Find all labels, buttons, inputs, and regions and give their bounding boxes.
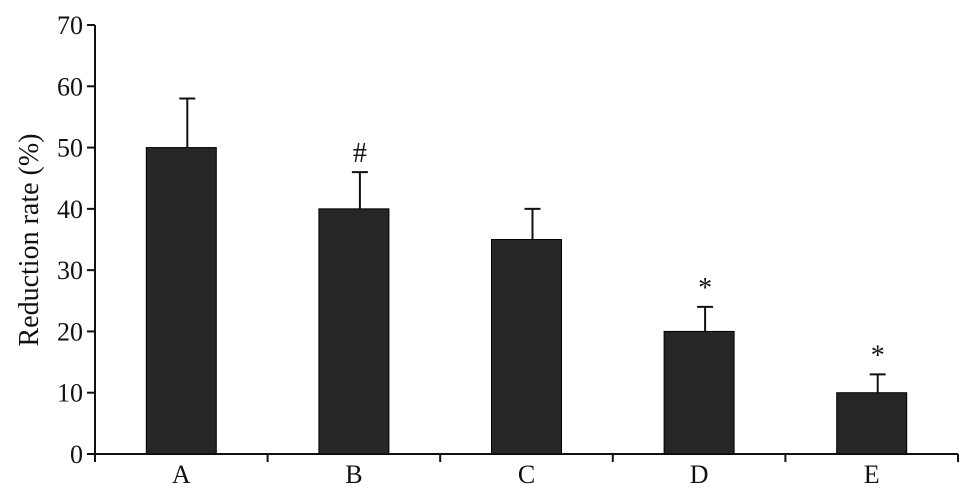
bar-c xyxy=(491,239,562,455)
significance-marker: * xyxy=(871,340,885,371)
bar-a xyxy=(145,147,217,455)
x-axis: A B C D E xyxy=(94,453,959,489)
bar-b xyxy=(318,208,390,455)
x-tick-label: B xyxy=(345,460,362,489)
significance-marker: # xyxy=(353,138,367,169)
y-tick-label: 50 xyxy=(57,134,83,163)
y-tick-label: 0 xyxy=(70,440,83,469)
y-axis: 0 10 20 30 40 50 60 70 xyxy=(57,11,96,469)
y-tick-label: 60 xyxy=(57,72,83,101)
bar-e xyxy=(836,392,908,455)
bars: # * * xyxy=(145,97,908,455)
x-tick-label: D xyxy=(690,460,709,489)
y-tick-label: 20 xyxy=(57,317,83,346)
y-tick-label: 30 xyxy=(57,256,83,285)
y-tick-label: 10 xyxy=(57,379,83,408)
y-tick-label: 40 xyxy=(57,195,83,224)
significance-marker: * xyxy=(698,273,712,304)
x-tick-label: C xyxy=(518,460,535,489)
x-tick-label: A xyxy=(172,460,191,489)
y-tick-label: 70 xyxy=(57,11,83,40)
x-tick-label: E xyxy=(864,460,880,489)
y-axis-title: Reduction rate (%) xyxy=(14,133,45,346)
bar-d xyxy=(663,330,735,455)
